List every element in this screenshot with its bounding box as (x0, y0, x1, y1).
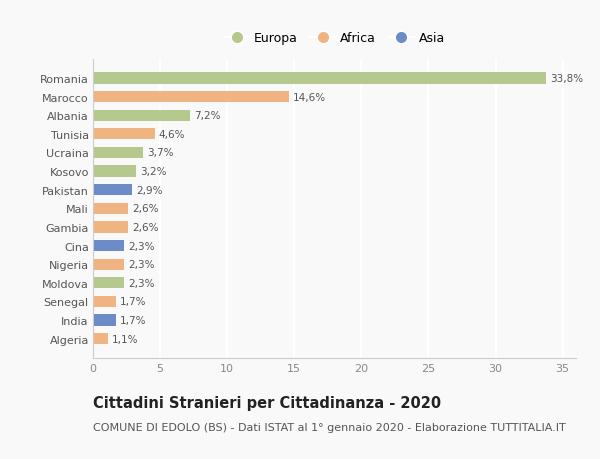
Bar (93, 185, 132, 196)
Bar (93, 73, 547, 84)
Bar (93, 110, 190, 122)
Text: 2,3%: 2,3% (128, 278, 154, 288)
Text: 33,8%: 33,8% (551, 74, 584, 84)
Bar (93, 203, 128, 214)
Bar (93, 259, 124, 270)
Text: 14,6%: 14,6% (293, 92, 326, 102)
Bar (93, 333, 108, 344)
Bar (93, 166, 136, 177)
Text: 3,7%: 3,7% (146, 148, 173, 158)
Bar (93, 241, 124, 252)
Bar (93, 129, 155, 140)
Bar (93, 222, 128, 233)
Text: 2,6%: 2,6% (132, 223, 158, 232)
Text: COMUNE DI EDOLO (BS) - Dati ISTAT al 1° gennaio 2020 - Elaborazione TUTTITALIA.I: COMUNE DI EDOLO (BS) - Dati ISTAT al 1° … (93, 422, 566, 432)
Text: 2,6%: 2,6% (132, 204, 158, 214)
Text: 2,3%: 2,3% (128, 241, 154, 251)
Bar (93, 147, 143, 159)
Text: 1,7%: 1,7% (120, 297, 146, 307)
Legend: Europa, Africa, Asia: Europa, Africa, Asia (219, 27, 450, 50)
Text: 2,3%: 2,3% (128, 260, 154, 269)
Text: 1,7%: 1,7% (120, 315, 146, 325)
Text: 4,6%: 4,6% (159, 129, 185, 140)
Bar (93, 315, 116, 326)
Text: 3,2%: 3,2% (140, 167, 166, 177)
Bar (93, 278, 124, 289)
Text: 7,2%: 7,2% (194, 111, 220, 121)
Text: 1,1%: 1,1% (112, 334, 138, 344)
Bar (93, 92, 289, 103)
Bar (93, 296, 116, 308)
Text: 2,9%: 2,9% (136, 185, 163, 195)
Text: Cittadini Stranieri per Cittadinanza - 2020: Cittadini Stranieri per Cittadinanza - 2… (93, 395, 441, 410)
